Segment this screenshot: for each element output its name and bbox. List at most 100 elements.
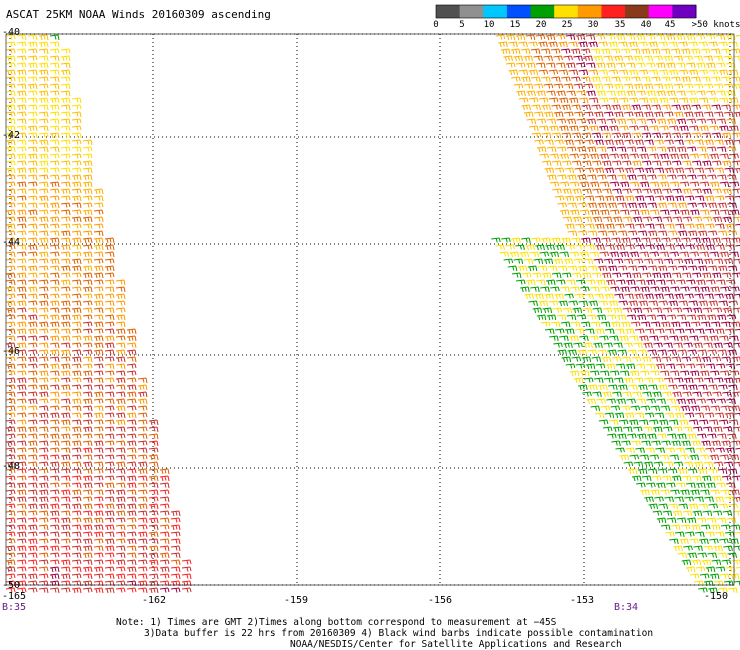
wind-barb (93, 538, 104, 544)
wind-barb (148, 559, 159, 566)
wind-barb (636, 314, 647, 321)
wind-barb (555, 34, 566, 40)
wind-barb (530, 286, 540, 293)
wind-barb (528, 41, 538, 47)
wind-barb (93, 356, 104, 362)
wind-barb (707, 265, 718, 272)
wind-barb (548, 97, 559, 103)
wind-barb (181, 559, 192, 565)
wind-barb (503, 55, 513, 62)
wind-barb (523, 83, 534, 90)
wind-barb (5, 293, 16, 299)
wind-barb (16, 321, 27, 328)
wind-barb (584, 167, 595, 173)
wind-barb (38, 552, 49, 558)
wind-barb (613, 377, 624, 384)
wind-barb (137, 377, 148, 384)
wind-barb (666, 314, 677, 320)
wind-barb (137, 412, 148, 418)
wind-barb (589, 153, 599, 160)
wind-barb (554, 139, 564, 145)
wind-barb (60, 272, 71, 278)
wind-barb (115, 454, 126, 461)
wind-barb (521, 237, 531, 244)
wind-barb (618, 41, 628, 48)
wind-barb (60, 587, 71, 593)
wind-barb (548, 41, 558, 48)
wind-barb (621, 237, 631, 244)
wind-barb (148, 489, 159, 496)
wind-barb (651, 356, 662, 363)
wind-barb (720, 405, 731, 412)
wind-barb (714, 293, 724, 299)
wind-barb (71, 139, 82, 145)
wind-barb (5, 496, 16, 502)
wind-barb (104, 524, 115, 531)
wind-barb (667, 433, 677, 440)
wind-barb (93, 384, 104, 391)
wind-barb (27, 419, 38, 425)
wind-barbs (5, 34, 740, 594)
wind-barb (626, 146, 637, 153)
wind-barb (707, 174, 717, 180)
wind-barb (104, 419, 115, 425)
wind-barb (627, 468, 638, 475)
wind-barb (531, 132, 542, 138)
wind-barb (665, 62, 676, 69)
wind-barb (148, 573, 159, 580)
wind-barb (679, 125, 689, 132)
wind-barb (93, 531, 104, 538)
wind-barb (599, 335, 609, 341)
wind-barb (642, 188, 652, 194)
wind-barb (661, 237, 671, 243)
wind-barb (49, 524, 60, 531)
wind-barb (722, 188, 732, 195)
wind-barb (625, 244, 635, 250)
wind-barb (49, 405, 60, 411)
wind-barb (71, 244, 82, 250)
wind-barb (717, 202, 727, 209)
wind-barb (60, 447, 71, 454)
legend-label: 35 (614, 20, 626, 30)
wind-barb (577, 265, 588, 272)
wind-barb (669, 370, 680, 377)
wind-barb (682, 307, 693, 313)
wind-barb (5, 489, 16, 495)
wind-barb (38, 314, 49, 320)
wind-barb (16, 482, 27, 489)
wind-barb (604, 293, 614, 300)
wind-barb (538, 41, 548, 48)
wind-barb (16, 433, 27, 439)
wind-barb (545, 244, 555, 251)
wind-barb (619, 454, 630, 461)
wind-barb (710, 405, 721, 412)
wind-barb (735, 566, 740, 569)
wind-barb (713, 83, 724, 89)
wind-barb (719, 573, 730, 579)
wind-barb (5, 160, 16, 166)
wind-barb (159, 552, 170, 559)
wind-barb (49, 475, 60, 482)
wind-barb (718, 41, 728, 47)
wind-barb (38, 230, 49, 237)
wind-barb (27, 566, 38, 572)
wind-barb (655, 62, 666, 69)
wind-barb (546, 314, 557, 321)
wind-barb (689, 573, 700, 579)
legend-label: 10 (483, 20, 495, 30)
wind-barb (60, 503, 71, 510)
wind-barb (597, 202, 607, 209)
wind-barb (726, 118, 737, 125)
wind-barb (611, 237, 621, 244)
wind-barb (71, 111, 82, 118)
wind-barb (707, 202, 717, 209)
wind-barb (624, 195, 635, 202)
wind-barb (560, 321, 571, 328)
wind-barb (666, 398, 676, 405)
wind-barb (82, 258, 93, 264)
wind-barb (137, 524, 148, 530)
wind-barb (49, 209, 60, 215)
wind-barb (115, 398, 126, 405)
wind-barb (5, 300, 16, 307)
wind-barb (652, 510, 663, 516)
